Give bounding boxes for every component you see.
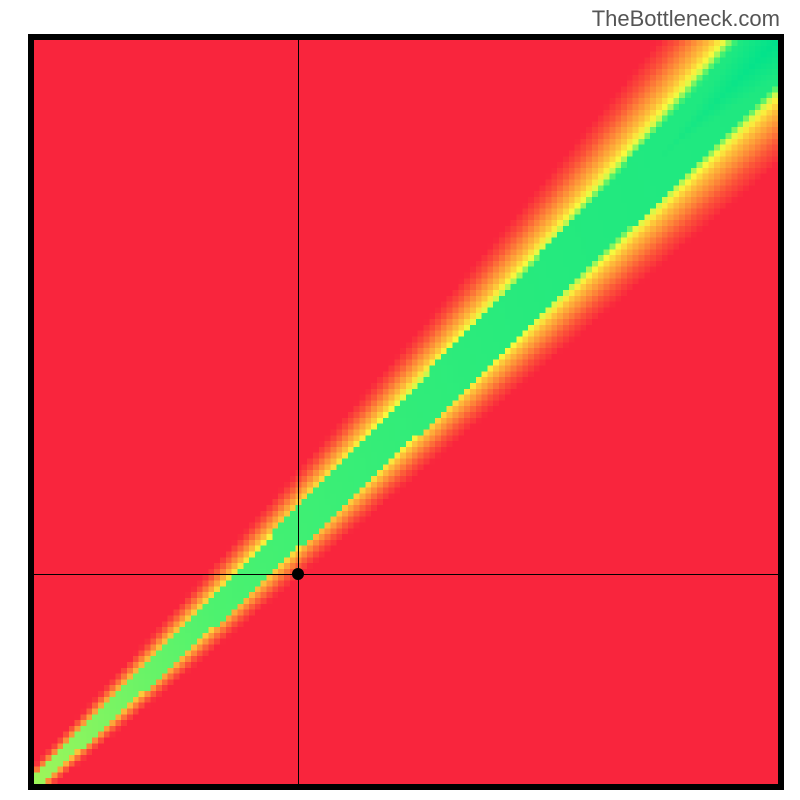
chart-container: TheBottleneck.com <box>0 0 800 800</box>
heatmap-canvas <box>34 40 778 784</box>
crosshair-vertical <box>298 40 299 784</box>
watermark-text: TheBottleneck.com <box>592 6 780 32</box>
crosshair-horizontal <box>34 574 778 575</box>
